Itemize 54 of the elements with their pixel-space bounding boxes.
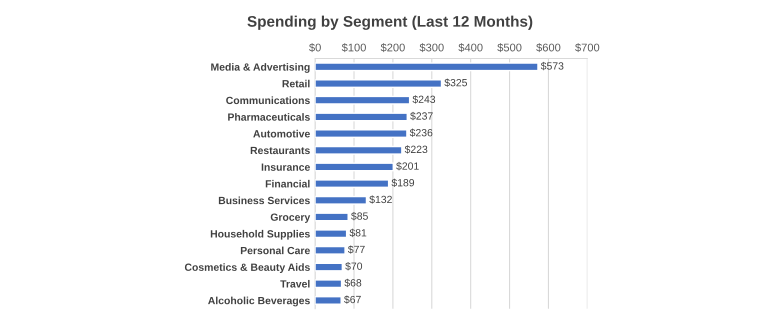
data-label: $70 <box>345 262 362 270</box>
x-tick-label: $300 <box>420 43 444 52</box>
data-label: $77 <box>348 245 365 254</box>
data-label: $325 <box>444 78 468 87</box>
x-tick-label: $200 <box>380 43 405 52</box>
y-tick-label: Alcoholic Beverages <box>208 296 310 306</box>
bar <box>315 179 390 188</box>
data-label: $189 <box>392 178 414 188</box>
data-label: $243 <box>412 95 436 104</box>
data-label: $67 <box>344 295 361 304</box>
data-label: $573 <box>540 62 564 70</box>
data-label: $81 <box>350 228 366 238</box>
y-tick-label: Automotive <box>253 130 310 138</box>
y-tick-label: Communications <box>226 96 310 104</box>
bar <box>315 129 408 138</box>
data-label: $85 <box>351 212 368 220</box>
y-tick-label: Media & Advertising <box>211 63 310 73</box>
bar <box>315 279 342 288</box>
bar <box>315 262 344 272</box>
y-tick-label: Household Supplies <box>210 230 310 240</box>
data-label: $132 <box>369 195 392 204</box>
y-tick-label: Pharmaceuticals <box>228 113 310 121</box>
data-label: $236 <box>410 128 432 137</box>
x-tick-label: $500 <box>497 43 522 52</box>
chart-title: Spending by Segment (Last 12 Months) <box>247 16 532 30</box>
bar <box>315 62 539 72</box>
data-label: $201 <box>396 162 419 170</box>
y-tick-label: Restaurants <box>250 146 310 154</box>
y-tick-label: Cosmetics & Beauty Aids <box>184 263 310 273</box>
bar <box>315 296 342 305</box>
bar <box>315 162 394 172</box>
bar <box>315 196 368 205</box>
y-tick-label: Grocery <box>270 213 310 223</box>
x-tick-label: $600 <box>536 43 560 52</box>
y-tick-label: Financial <box>266 180 310 188</box>
x-tick-label: $0 <box>309 43 321 52</box>
bar <box>315 79 442 88</box>
bar <box>315 246 346 255</box>
bar <box>315 96 410 105</box>
y-tick-label: Business Services <box>218 196 310 204</box>
y-tick-label: Personal Care <box>240 246 310 254</box>
x-tick-label: $400 <box>458 43 483 52</box>
data-label: $237 <box>410 112 433 120</box>
y-tick-label: Travel <box>280 280 310 288</box>
bar <box>315 146 403 155</box>
bar <box>315 212 349 222</box>
x-tick-label: $100 <box>342 43 366 52</box>
bar <box>315 229 348 238</box>
data-label: $223 <box>404 145 428 154</box>
x-tick-label: $700 <box>575 43 600 52</box>
y-tick-label: Insurance <box>262 164 310 171</box>
bar <box>315 112 408 122</box>
y-tick-label: Retail <box>282 80 310 88</box>
data-label: $68 <box>344 278 362 288</box>
